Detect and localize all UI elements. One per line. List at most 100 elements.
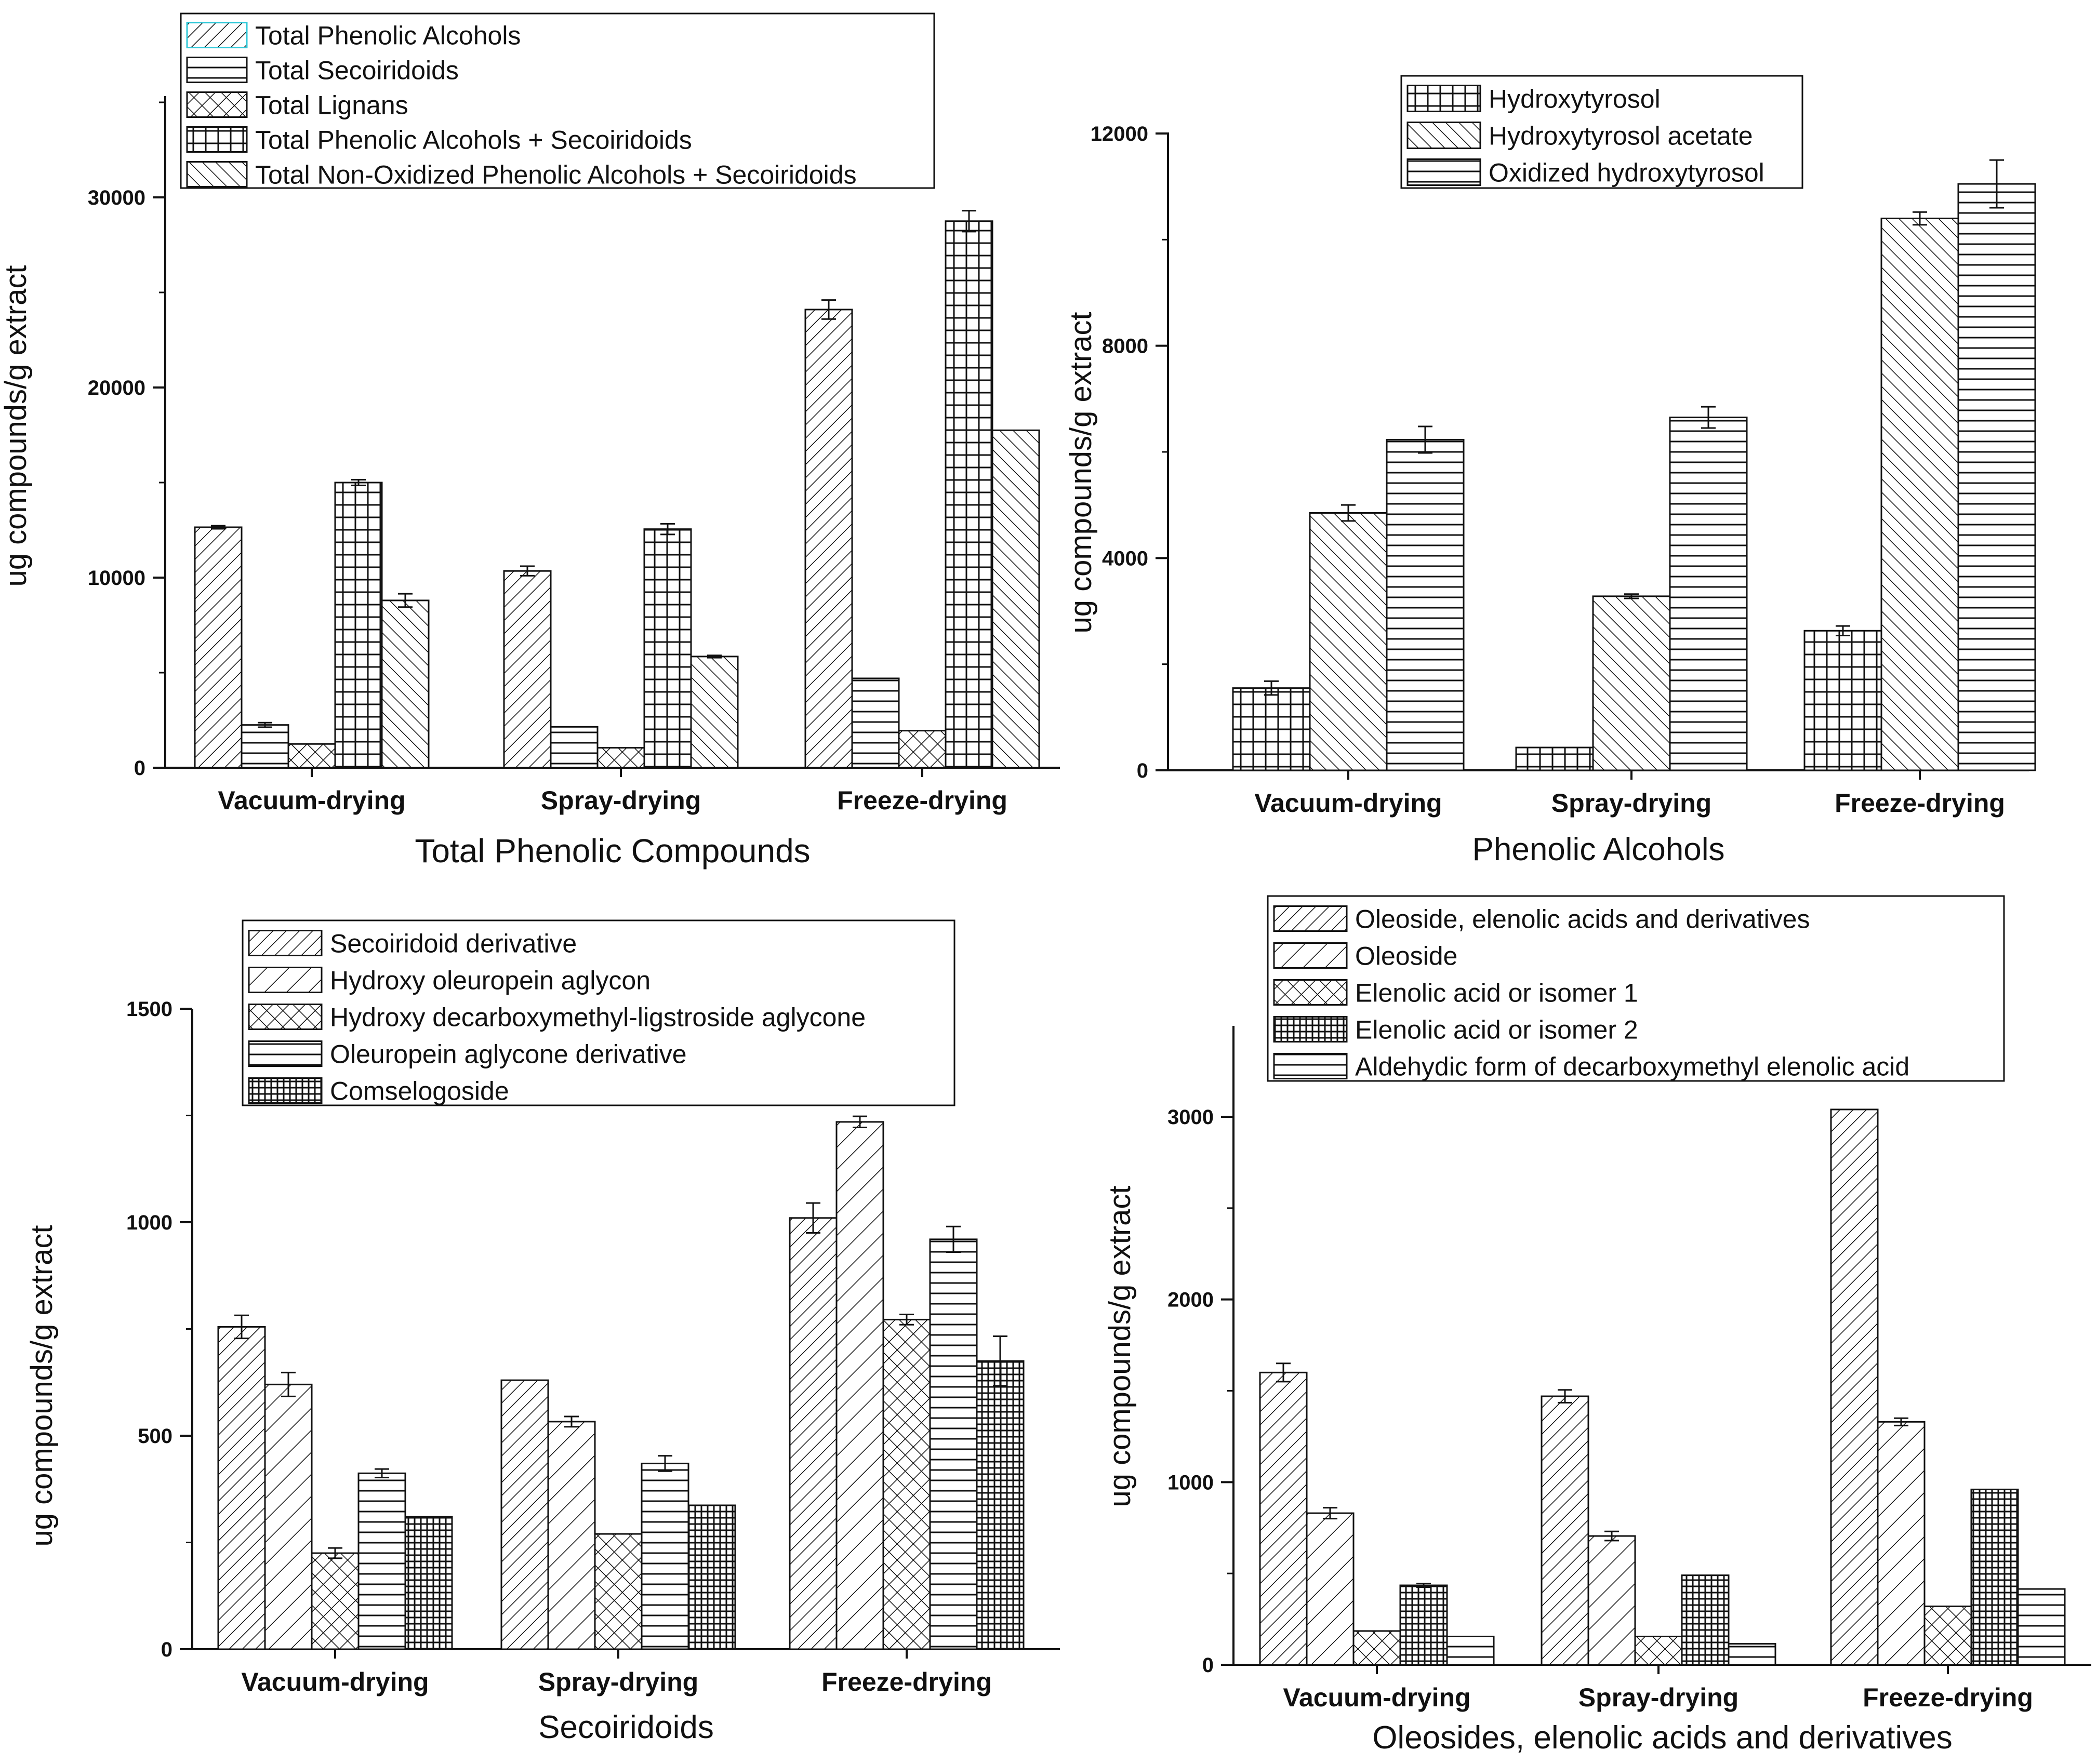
y-axis-label: ug compounds/g extract xyxy=(1064,312,1098,633)
y-tick-label: 20000 xyxy=(88,377,145,399)
y-axis-label: ug compounds/g extract xyxy=(0,265,33,586)
error-bar xyxy=(1624,593,1639,599)
bar xyxy=(641,1462,689,1650)
bar xyxy=(1877,1421,1926,1666)
x-tick-label: Freeze-drying xyxy=(1835,789,2005,818)
error-bar xyxy=(707,654,722,659)
error-bar xyxy=(398,593,413,608)
y-tick-label: 1500 xyxy=(126,998,172,1021)
legend-label: Hydroxytyrosol xyxy=(1489,85,1661,114)
error-bar xyxy=(660,523,675,536)
error-bar xyxy=(564,1415,579,1428)
error-bar xyxy=(375,1468,389,1479)
legend: Total Phenolic Alcohols Total Secoiridoid… xyxy=(180,12,935,190)
bar xyxy=(789,1217,838,1650)
bar xyxy=(690,656,739,769)
error-bar xyxy=(520,565,535,577)
legend-swatch xyxy=(248,1077,323,1104)
bar xyxy=(1386,439,1465,771)
y-tick-label: 500 xyxy=(138,1425,172,1448)
bar xyxy=(1681,1574,1730,1666)
chart-title: Secoiridoids xyxy=(538,1709,714,1745)
error-bar xyxy=(806,1202,820,1234)
error-bar xyxy=(328,1547,342,1559)
bar xyxy=(1306,1512,1355,1666)
legend-swatch xyxy=(186,126,248,153)
y-tick-label: 3000 xyxy=(1167,1106,1214,1129)
x-tick-label: Vacuum-drying xyxy=(1283,1683,1470,1712)
legend-box xyxy=(242,919,955,1106)
y-tick-label: 4000 xyxy=(1102,547,1148,570)
bar xyxy=(594,1533,643,1650)
chart-title: Phenolic Alcohols xyxy=(1472,832,1725,867)
error-bar xyxy=(1341,504,1356,522)
legend-label: Secoiridoid derivative xyxy=(330,929,577,958)
legend: Oleoside, elenolic acids and derivatives… xyxy=(1267,895,2005,1082)
bar xyxy=(1587,1535,1636,1666)
bar xyxy=(1669,417,1748,771)
bar xyxy=(1634,1635,1683,1666)
error-bar xyxy=(1418,425,1432,454)
error-bar xyxy=(1276,1362,1291,1383)
legend-label: Total Phenolic Alcohols + Secoiridoids xyxy=(255,126,692,155)
bar xyxy=(1923,1605,1972,1666)
y-tick-label: 30000 xyxy=(88,186,145,209)
bar xyxy=(945,220,993,769)
error-bar xyxy=(234,1314,249,1340)
x-tick-label: Vacuum-drying xyxy=(218,786,405,815)
bar xyxy=(241,724,289,769)
y-tick-label: 1000 xyxy=(1167,1471,1214,1494)
error-bar xyxy=(1989,159,2004,209)
x-tick-label: Freeze-drying xyxy=(837,786,1007,815)
chart-panel-1: 0 10000 20000 30000 ug compounds/g extract Va… xyxy=(0,12,1060,870)
error-bar xyxy=(1323,1507,1337,1520)
legend-label: Hydroxytyrosol acetate xyxy=(1489,122,1753,151)
error-bar xyxy=(853,1115,867,1129)
y-axis-label: ug compounds/g extract xyxy=(1103,1185,1137,1507)
legend: Hydroxytyrosol Hydroxytyrosol acetate Oxid… xyxy=(1400,75,1803,189)
bar xyxy=(500,1379,549,1650)
bar xyxy=(194,526,243,769)
error-bar xyxy=(258,721,272,728)
y-tick-label: 1000 xyxy=(126,1211,172,1234)
legend-swatch xyxy=(1406,122,1481,149)
error-bar xyxy=(1558,1389,1572,1404)
bar xyxy=(357,1472,406,1650)
bar xyxy=(687,1504,736,1650)
bar xyxy=(851,677,900,769)
bar xyxy=(1728,1643,1776,1666)
legend-label: Total Secoiridoids xyxy=(255,56,459,85)
chart-title: Total Phenolic Compounds xyxy=(415,832,810,870)
bar xyxy=(1446,1635,1495,1666)
error-bar xyxy=(993,1335,1007,1387)
legend-swatch xyxy=(1273,905,1348,932)
x-tick-label: Freeze-drying xyxy=(821,1667,992,1696)
bar xyxy=(1592,595,1671,771)
error-bar xyxy=(899,1314,914,1326)
error-bar xyxy=(946,1225,961,1253)
error-bar xyxy=(211,525,225,530)
y-tick-label: 12000 xyxy=(1091,123,1148,145)
legend-swatch xyxy=(1406,158,1481,186)
error-bar xyxy=(1836,625,1850,636)
bar xyxy=(1515,746,1594,771)
chart-panel-3: 0 500 1000 1500 ug compounds/g extract Vacuum… xyxy=(25,919,1060,1745)
error-bar xyxy=(281,1371,296,1397)
bar xyxy=(991,429,1040,769)
error-bar xyxy=(962,210,976,233)
error-bar xyxy=(1604,1530,1619,1542)
x-tick-label: Spray-drying xyxy=(1551,789,1711,818)
legend-label: Total Non-Oxidized Phenolic Alcohols + S… xyxy=(255,161,857,190)
chart-title: Oleosides, elenolic acids and derivative… xyxy=(1372,1720,1953,1756)
legend-swatch xyxy=(248,967,323,993)
y-tick-label: 8000 xyxy=(1102,335,1148,358)
legend-label: Hydroxy oleuropein aglycon xyxy=(330,966,651,995)
legend-label: Total Phenolic Alcohols xyxy=(255,21,521,50)
x-tick-label: Spray-drying xyxy=(538,1667,698,1696)
x-tick-label: Spray-drying xyxy=(1578,1683,1738,1712)
legend-label: Hydroxy decarboxymethyl-ligstroside agly… xyxy=(330,1003,866,1032)
legend-label: Oleoside, elenolic acids and derivatives xyxy=(1355,905,1810,934)
bar xyxy=(1259,1371,1308,1666)
y-tick-label: 0 xyxy=(1202,1654,1214,1677)
